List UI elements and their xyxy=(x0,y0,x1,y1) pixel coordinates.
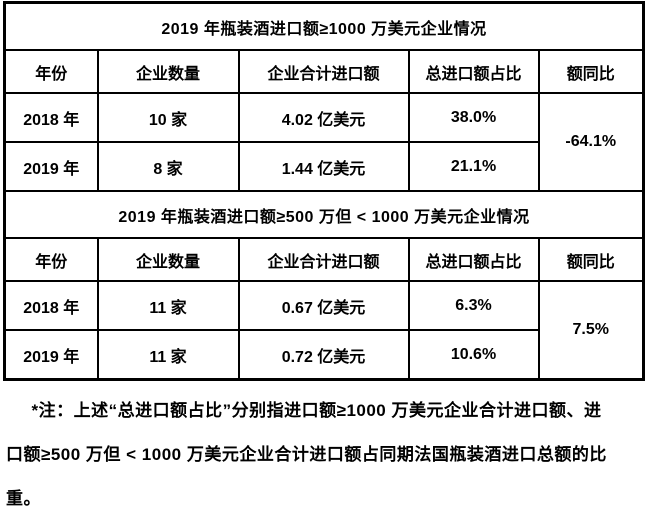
section1-yoy-value: -64.1% xyxy=(537,92,645,192)
footnote-line-3: 重。 xyxy=(6,489,41,508)
section2-header-import-share: 总进口额占比 xyxy=(407,237,540,282)
section1-header-row: 年份 企业数量 企业合计进口额 总进口额占比 额同比 xyxy=(3,49,645,94)
section1-row-2019: 2019 年 8 家 1.44 亿美元 21.1% xyxy=(3,141,644,192)
section1-header-company-count: 企业数量 xyxy=(96,49,240,94)
section1-2018-year: 2018 年 xyxy=(3,92,99,143)
section1-header-yoy: 额同比 xyxy=(537,49,645,94)
section2-2018-total-import: 0.67 亿美元 xyxy=(237,280,410,331)
section2-title: 2019 年瓶装酒进口额≥500 万但 < 1000 万美元企业情况 xyxy=(3,190,645,239)
section2-header-yoy: 额同比 xyxy=(537,237,645,282)
section2-2018-import-share: 6.3% xyxy=(407,280,540,331)
section1-title-row: 2019 年瓶装酒进口额≥1000 万美元企业情况 xyxy=(3,1,645,51)
section1-2018-import-share: 38.0% xyxy=(407,92,540,143)
section1-2019-total-import: 1.44 亿美元 xyxy=(237,141,410,192)
section2-2019-company-count: 11 家 xyxy=(96,329,240,381)
section1-row-2018: 2018 年 10 家 4.02 亿美元 38.0% -64.1% xyxy=(3,92,645,192)
section2-2019-total-import: 0.72 亿美元 xyxy=(237,329,410,381)
wine-import-table: 2019 年瓶装酒进口额≥1000 万美元企业情况 年份 企业数量 企业合计进口… xyxy=(3,1,646,381)
section2-yoy-value: 7.5% xyxy=(537,280,645,381)
section1-header-import-share: 总进口额占比 xyxy=(407,49,540,94)
footnote: *注：上述“总进口额占比”分别指进口额≥1000 万美元企业合计进口额、进 口额… xyxy=(6,389,644,516)
footnote-line-2: 口额≥500 万但 < 1000 万美元企业合计进口额占同期法国瓶装酒进口总额的… xyxy=(6,445,607,464)
section2-2019-year: 2019 年 xyxy=(3,329,99,381)
section1-2019-company-count: 8 家 xyxy=(96,141,240,192)
section2-2018-company-count: 11 家 xyxy=(96,280,240,331)
section1-2019-year: 2019 年 xyxy=(3,141,99,192)
section2-row-2018: 2018 年 11 家 0.67 亿美元 6.3% 7.5% xyxy=(3,280,645,381)
section1-header-total-import: 企业合计进口额 xyxy=(237,49,410,94)
section2-header-row: 年份 企业数量 企业合计进口额 总进口额占比 额同比 xyxy=(3,237,645,282)
section2-row-2019: 2019 年 11 家 0.72 亿美元 10.6% xyxy=(3,329,644,381)
section1-header-year: 年份 xyxy=(3,49,99,94)
section2-2019-import-share: 10.6% xyxy=(407,329,540,381)
section2-title-row: 2019 年瓶装酒进口额≥500 万但 < 1000 万美元企业情况 xyxy=(3,190,645,239)
section2-header-total-import: 企业合计进口额 xyxy=(237,237,410,282)
section1-2018-total-import: 4.02 亿美元 xyxy=(237,92,410,143)
section2-2018-year: 2018 年 xyxy=(3,280,99,331)
section2-header-year: 年份 xyxy=(3,237,99,282)
footnote-line-1: *注：上述“总进口额占比”分别指进口额≥1000 万美元企业合计进口额、进 xyxy=(31,401,602,420)
section1-2018-company-count: 10 家 xyxy=(96,92,240,143)
section2-header-company-count: 企业数量 xyxy=(96,237,240,282)
section1-2019-import-share: 21.1% xyxy=(407,141,540,192)
section1-title: 2019 年瓶装酒进口额≥1000 万美元企业情况 xyxy=(3,1,645,51)
